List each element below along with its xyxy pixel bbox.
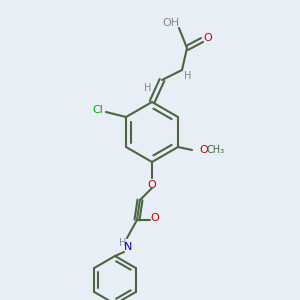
Text: H: H — [119, 238, 127, 248]
Text: O: O — [148, 180, 156, 190]
Text: H: H — [184, 71, 192, 81]
Text: N: N — [124, 242, 132, 252]
Text: H: H — [144, 83, 152, 93]
Text: Cl: Cl — [93, 105, 104, 115]
Text: CH₃: CH₃ — [207, 145, 225, 155]
Text: O: O — [151, 213, 159, 223]
Text: O: O — [204, 33, 212, 43]
Text: OH: OH — [162, 18, 180, 28]
Text: O: O — [200, 145, 208, 155]
